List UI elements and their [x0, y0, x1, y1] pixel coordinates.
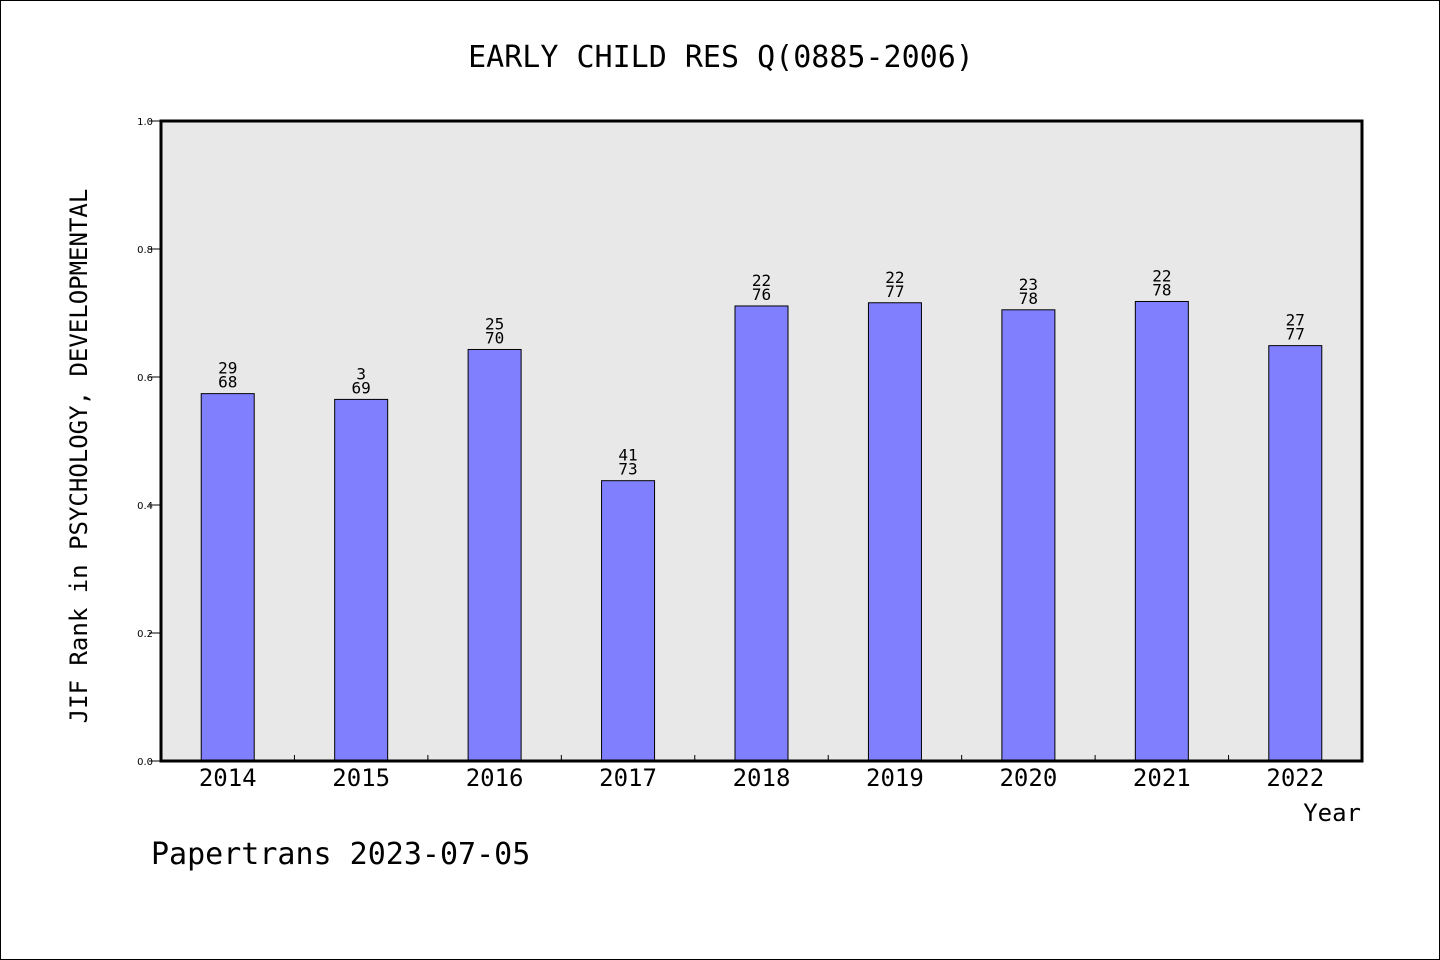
y-tick-label-0.8: 0.8	[137, 245, 153, 256]
x-tick-label-2021: 2021	[1133, 764, 1191, 792]
data-label-total-2021: 78	[1152, 280, 1171, 299]
data-label-total-2015: 69	[352, 378, 371, 397]
y-tick-label-1.0: 1.0	[137, 117, 153, 128]
x-tick-label-2019: 2019	[866, 764, 924, 792]
x-tick-label-2016: 2016	[466, 764, 524, 792]
y-axis-ticks: 0.0 0.2 0.4 0.6 0.8 1.0	[137, 117, 161, 768]
data-label-rank-2020: 23	[1019, 275, 1038, 294]
data-label-rank-2015: 3	[356, 364, 366, 383]
bar-2017	[601, 480, 656, 762]
bars-group	[200, 300, 1323, 762]
data-label-total-2019: 77	[885, 282, 904, 301]
bar-2014	[200, 393, 255, 762]
chart-title: EARLY CHILD RES Q(0885-2006)	[468, 40, 974, 75]
bar-2020	[1001, 309, 1056, 762]
data-label-rank-2022: 27	[1286, 311, 1305, 330]
data-label-total-2014: 68	[218, 373, 237, 392]
x-tick-label-2022: 2022	[1266, 764, 1324, 792]
data-label-rank-2021: 22	[1152, 266, 1171, 285]
data-label-rank-2016: 25	[485, 314, 504, 333]
data-label-total-2022: 77	[1286, 325, 1305, 344]
x-tick-label-2015: 2015	[332, 764, 390, 792]
y-tick-label-0.4: 0.4	[137, 501, 153, 512]
data-label-total-2018: 76	[752, 285, 771, 304]
bar-2022	[1268, 345, 1323, 762]
x-tick-label-2018: 2018	[733, 764, 791, 792]
y-tick-label-0.0: 0.0	[137, 757, 153, 768]
data-label-total-2020: 78	[1019, 289, 1038, 308]
y-tick-label-0.6: 0.6	[137, 373, 153, 384]
bar-2019	[867, 302, 922, 762]
footer-credit: Papertrans 2023-07-05	[151, 837, 530, 872]
y-tick-label-0.2: 0.2	[137, 629, 153, 640]
bar-2016	[467, 348, 522, 762]
data-label-rank-2018: 22	[752, 271, 771, 290]
bar-2021	[1134, 300, 1189, 762]
data-label-rank-2014: 29	[218, 359, 237, 378]
bar-2015	[334, 398, 389, 762]
plot-frame	[159, 119, 1364, 763]
x-tick-label-2017: 2017	[599, 764, 657, 792]
x-tick-label-2020: 2020	[999, 764, 1057, 792]
data-label-total-2016: 70	[485, 328, 504, 347]
x-tick-label-2014: 2014	[199, 764, 257, 792]
data-label-total-2017: 73	[618, 460, 637, 479]
y-axis-label: JIF Rank in PSYCHOLOGY, DEVELOPMENTAL	[65, 189, 93, 724]
bar-2018	[734, 305, 789, 762]
x-axis-ticks: 2014 2015 2016 2017 2018 2019 2020 2021 2022	[199, 755, 1324, 792]
x-axis-label: Year	[1303, 799, 1361, 827]
data-label-rank-2017: 41	[618, 446, 637, 465]
data-label-rank-2019: 22	[885, 268, 904, 287]
